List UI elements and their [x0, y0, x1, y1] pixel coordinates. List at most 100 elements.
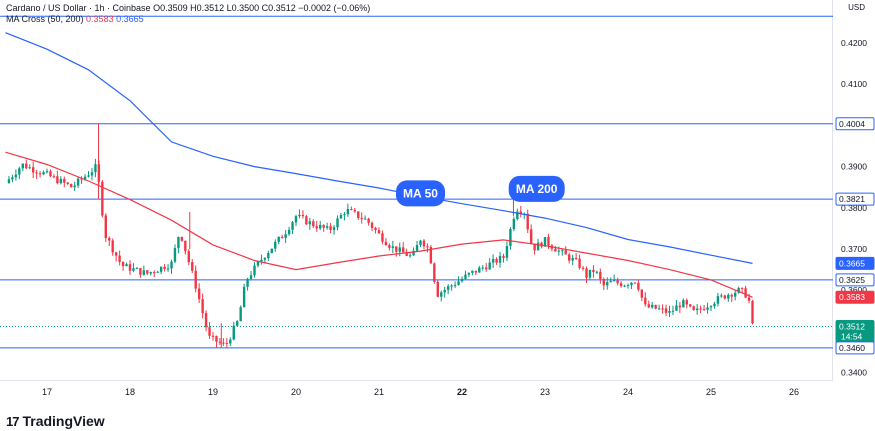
candle-body	[218, 341, 222, 343]
candle-body	[166, 268, 170, 270]
candle-body	[457, 281, 460, 285]
price-axis-svg: 0.4200 0.4100 0.3900 0.3800 0.3700 0.3600 0.34…	[835, 38, 875, 378]
price-chart[interactable]: MA 50 MA 200	[0, 0, 833, 381]
tradingview-logo[interactable]: 17 TradingView	[6, 413, 105, 429]
chart-legend: Cardano / US Dollar · 1h · Coinbase O0.3…	[6, 3, 370, 25]
price-label-text: 0.4004	[839, 119, 865, 129]
price-label-text: 0.3625	[839, 275, 865, 285]
currency-label[interactable]: USD	[848, 3, 865, 12]
candle-body	[685, 300, 688, 305]
price-label: 0.4004	[835, 117, 875, 131]
candle-body	[49, 171, 52, 177]
candle-body	[256, 261, 260, 266]
indicator-name[interactable]: MA Cross (50, 200)	[6, 14, 84, 24]
candle-body	[73, 185, 76, 188]
candle-body	[568, 254, 571, 261]
candle-body	[695, 308, 699, 311]
candle-body	[94, 164, 97, 173]
price-label-bg	[835, 192, 875, 206]
candle-body	[699, 308, 702, 310]
symbol-title[interactable]: Cardano / US Dollar · 1h · Coinbase	[6, 3, 151, 13]
candle-body	[201, 299, 204, 314]
candle-body	[709, 306, 713, 308]
candle-body	[505, 245, 509, 258]
candle-body	[163, 266, 166, 270]
candle-body	[602, 279, 605, 286]
ma50-value: 0.3583	[86, 14, 114, 24]
candle-body	[561, 250, 564, 252]
candle-body	[353, 209, 356, 212]
candle-body	[270, 248, 273, 254]
candle-body	[388, 245, 391, 248]
candle-body	[585, 268, 588, 278]
candle-body	[363, 218, 367, 220]
candle-body	[180, 236, 184, 241]
candle-body	[723, 295, 727, 299]
tradingview-logo-text: TradingView	[22, 413, 105, 429]
candle-body	[737, 287, 740, 293]
candle-body	[14, 174, 18, 178]
candle-body	[734, 292, 737, 297]
candle-body	[370, 222, 374, 228]
price-tick-label: 0.3600	[841, 285, 867, 295]
candle-body	[104, 215, 107, 238]
candle-body	[294, 216, 298, 223]
candle-body	[436, 281, 439, 297]
price-axis[interactable]: 0.4200 0.4100 0.3900 0.3800 0.3700 0.3600 0.34…	[833, 0, 875, 381]
candle-body	[52, 176, 56, 178]
time-tick-label: 22	[457, 387, 467, 397]
candle-body	[253, 265, 256, 276]
candle-body	[612, 280, 616, 282]
candle-body	[651, 304, 654, 308]
candle-body	[332, 227, 336, 230]
price-label-countdown: 14:54	[841, 331, 863, 341]
candle-body	[751, 300, 754, 324]
candle-body	[287, 229, 291, 235]
candle-body	[21, 163, 24, 169]
candle-body	[42, 172, 45, 175]
candle-body	[367, 218, 370, 223]
candle-body	[153, 272, 156, 274]
candle-body	[581, 267, 585, 269]
candle-body	[405, 252, 408, 256]
candle-body	[194, 270, 197, 289]
candle-body	[426, 246, 429, 248]
candle-body	[360, 217, 363, 219]
candle-body	[481, 267, 484, 269]
candle-body	[70, 184, 73, 188]
candle-body	[173, 248, 177, 262]
candle-body	[533, 243, 536, 251]
candles	[7, 123, 754, 348]
candle-body	[402, 247, 405, 253]
candle-body	[357, 211, 360, 218]
candle-body	[716, 296, 720, 304]
time-tick-label: 17	[42, 387, 52, 397]
candle-body	[350, 209, 353, 211]
candle-body	[142, 270, 146, 275]
price-label-text: 0.3583	[839, 292, 865, 302]
price-label: 0.3821	[835, 192, 875, 206]
candle-body	[720, 295, 723, 297]
candle-body	[578, 258, 581, 268]
candle-body	[398, 247, 401, 252]
ma200-line	[5, 32, 753, 264]
candle-body	[267, 253, 270, 259]
candle-body	[519, 211, 522, 214]
chart-area[interactable]: MA 50 MA 200	[0, 0, 833, 381]
candle-body	[159, 266, 163, 272]
candle-body	[395, 246, 398, 252]
candle-body	[419, 240, 422, 246]
candle-body	[35, 172, 38, 174]
candle-body	[66, 182, 69, 185]
candle-body	[571, 258, 574, 261]
candle-body	[464, 274, 467, 279]
candle-body	[59, 178, 63, 184]
candle-body	[609, 280, 612, 283]
candle-body	[31, 167, 35, 173]
time-axis[interactable]: 17 18 19 20 21 22 23 24 25 26	[0, 381, 833, 405]
candle-body	[485, 267, 488, 270]
candle-body	[277, 236, 280, 242]
candle-body	[630, 282, 633, 286]
price-label-bg	[835, 341, 875, 355]
